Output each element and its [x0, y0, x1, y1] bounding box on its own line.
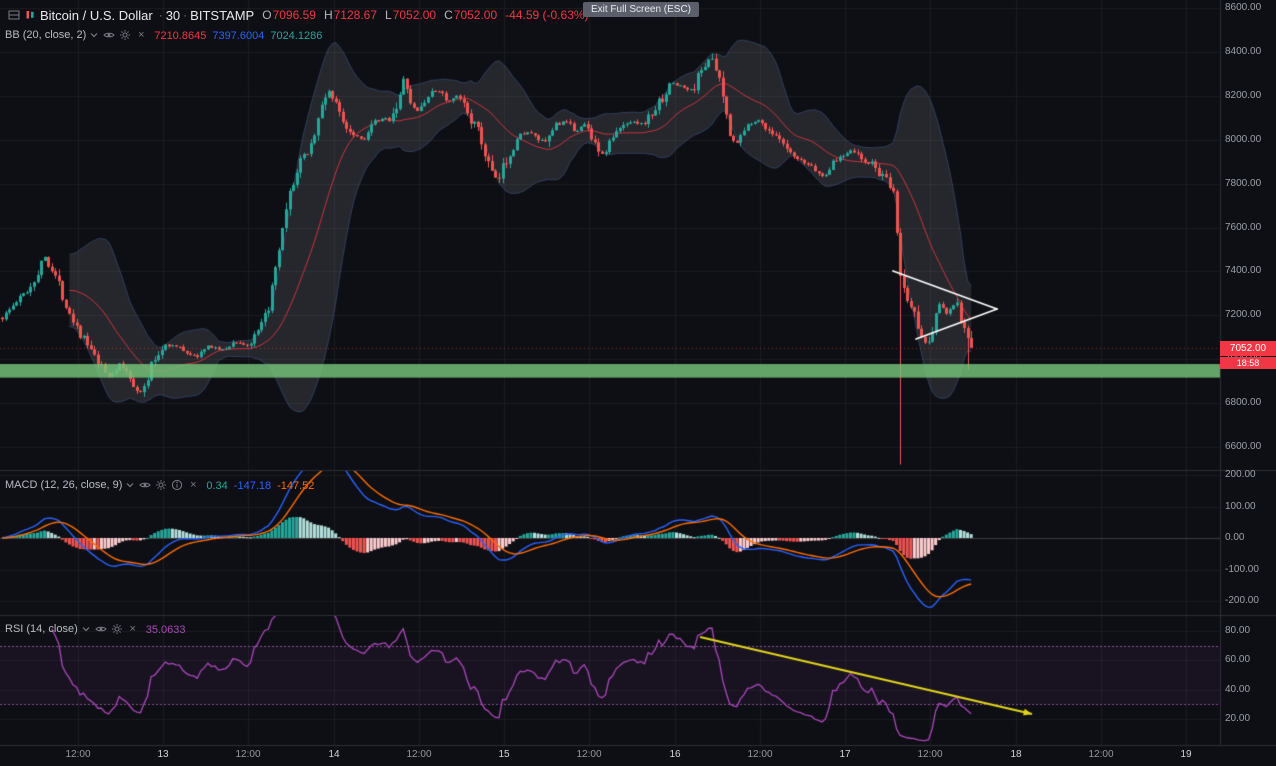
price-axis-label: 8400.00: [1225, 45, 1262, 57]
rsi-axis-label: 80.00: [1225, 625, 1251, 636]
macd-visibility-icon[interactable]: [138, 478, 152, 492]
macd-axis-label: -100.00: [1225, 563, 1259, 575]
exchange-name[interactable]: BITSTAMP: [190, 7, 255, 23]
ohlc-letter: L: [385, 8, 392, 22]
macd-axis-label: -200.00: [1225, 595, 1259, 606]
macd-settings-icon[interactable]: [154, 478, 168, 492]
bb-label[interactable]: BB (20, close, 2): [5, 29, 87, 41]
time-axis-label: 13: [157, 749, 169, 760]
time-axis-label: 16: [669, 749, 681, 760]
time-axis-label: 12:00: [576, 749, 602, 760]
time-axis-label: 17: [839, 749, 851, 760]
price-axis-label: 7800.00: [1225, 177, 1262, 189]
rsi-axis-label: 40.00: [1225, 683, 1251, 695]
time-axis-label: 14: [328, 749, 340, 760]
bb-settings-icon[interactable]: [118, 28, 132, 42]
macd-axis-label: 200.00: [1225, 469, 1256, 480]
ohlc-h: H7128.67: [324, 8, 377, 22]
bb-indicator-legend: BB (20, close, 2) × 7210.8645 7397.6004 70…: [5, 26, 322, 44]
ohlc-o: O7096.59: [262, 8, 316, 22]
rsi-indicator-legend: RSI (14, close) × 35.0633: [5, 620, 186, 638]
macd-axis-label: 0.00: [1225, 532, 1245, 543]
last-price-value: 7052.00: [1220, 340, 1276, 356]
ohlc-values: O7096.59 H7128.67 L7052.00 C7052.00: [254, 6, 497, 24]
time-axis-label: 12:00: [235, 749, 261, 760]
macd-values: 0.34 -147.18 -147.52: [200, 476, 314, 494]
bb-visibility-icon[interactable]: [102, 28, 116, 42]
ohlc-letter: C: [444, 8, 453, 22]
indicator-value: -147.52: [277, 480, 315, 492]
price-axis-label: 8600.00: [1225, 2, 1262, 13]
ohlc-value: 7052.00: [392, 8, 437, 22]
time-axis-label: 15: [498, 749, 510, 760]
macd-remove-icon[interactable]: ×: [190, 479, 197, 491]
macd-indicator-legend: MACD (12, 26, close, 9) × 0.34 -147.18 -14…: [5, 476, 314, 494]
macd-label[interactable]: MACD (12, 26, close, 9): [5, 479, 123, 491]
bb-values: 7210.8645 7397.6004 7024.1286: [148, 26, 322, 44]
price-axis[interactable]: 7052.00 18:58 8600.00 8400.00 8200.00 8000.…: [1220, 0, 1276, 745]
indicator-value: 0.34: [206, 480, 228, 492]
macd-axis-label: 100.00: [1225, 500, 1256, 512]
ohlc-c: C7052.00: [444, 8, 497, 22]
symbol-legend: Bitcoin / U.S. Dollar · 30 · BITSTAMP O7…: [5, 6, 589, 24]
rsi-axis-label: 60.00: [1225, 654, 1251, 666]
price-axis-label: 7600.00: [1225, 221, 1262, 233]
ohlc-letter: O: [262, 8, 272, 22]
object-tree-icon[interactable]: [7, 8, 21, 22]
rsi-visibility-icon[interactable]: [94, 622, 108, 636]
price-axis-label: 7400.00: [1225, 265, 1262, 277]
price-axis-label: 8000.00: [1225, 133, 1262, 145]
time-axis-label: 12:00: [65, 749, 91, 760]
indicator-value: 35.0633: [145, 624, 186, 636]
price-axis-label: 7200.00: [1225, 309, 1262, 321]
ohlc-value: 7128.67: [333, 8, 378, 22]
interval-value[interactable]: 30: [165, 7, 181, 23]
indicator-value: -147.18: [233, 480, 272, 492]
rsi-settings-icon[interactable]: [110, 622, 124, 636]
ohlc-l: L7052.00: [385, 8, 436, 22]
separator-dot: ·: [183, 8, 188, 22]
price-axis-label: 6600.00: [1225, 441, 1262, 452]
time-axis-label: 12:00: [1088, 749, 1114, 760]
macd-info-icon[interactable]: [170, 478, 184, 492]
bar-countdown: 18:58: [1220, 356, 1276, 369]
ohlc-letter: H: [323, 8, 333, 22]
chevron-down-icon[interactable]: [126, 482, 134, 488]
time-axis-label: 19: [1180, 749, 1192, 760]
last-price-tag: 7052.00 18:58: [1220, 340, 1276, 369]
exit-fullscreen-tooltip: Exit Full Screen (ESC): [582, 2, 700, 17]
rsi-axis-label: 20.00: [1225, 713, 1251, 724]
bb-remove-icon[interactable]: ×: [138, 29, 145, 41]
separator-dot: ·: [158, 8, 163, 22]
symbol-title[interactable]: Bitcoin / U.S. Dollar: [40, 7, 153, 23]
rsi-remove-icon[interactable]: ×: [129, 623, 136, 635]
chevron-down-icon[interactable]: [90, 32, 98, 38]
time-axis[interactable]: 12:00 13 12:00 14 12:00 15 12:00 16 12:00 17 12:00…: [0, 745, 1276, 766]
ohlc-value: 7052.00: [453, 8, 498, 22]
rsi-values: 35.0633: [140, 620, 186, 638]
indicator-value: 7210.8645: [154, 30, 207, 42]
indicator-value: 7024.1286: [270, 30, 323, 42]
time-axis-label: 12:00: [747, 749, 773, 760]
time-axis-label: 12:00: [917, 749, 943, 760]
indicator-value: 7397.6004: [212, 30, 265, 42]
price-axis-label: 6800.00: [1225, 397, 1262, 409]
rsi-label[interactable]: RSI (14, close): [5, 623, 78, 635]
chevron-down-icon[interactable]: [82, 626, 90, 632]
symbol-logo-icon: [23, 8, 37, 22]
ohlc-value: 7096.59: [272, 8, 316, 22]
price-axis-label: 8200.00: [1225, 89, 1262, 101]
time-axis-label: 12:00: [406, 749, 432, 760]
time-axis-label: 18: [1010, 749, 1022, 760]
price-change: -44.59 (-0.63%): [505, 8, 589, 22]
